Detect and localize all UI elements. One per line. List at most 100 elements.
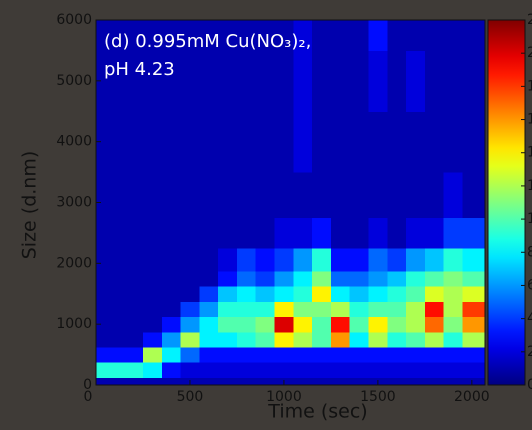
heatmap-cell [199, 248, 219, 272]
heatmap-cell [161, 111, 182, 173]
heatmap-cell [236, 111, 257, 173]
heatmap-cell [199, 217, 219, 249]
heatmap-cell [349, 270, 369, 287]
heatmap-cell [312, 377, 332, 386]
heatmap-cell [96, 172, 106, 219]
heatmap-cell [96, 377, 106, 386]
heatmap-cell [330, 50, 351, 112]
heatmap-cell [424, 331, 445, 348]
heatmap-cell [218, 217, 238, 249]
heatmap-cell [330, 111, 351, 173]
heatmap-cell [293, 172, 313, 219]
heatmap-cell [443, 316, 463, 333]
heatmap-cell [443, 217, 463, 249]
heatmap-cell [406, 301, 426, 318]
heatmap-cell [180, 286, 200, 302]
heatmap-cell [142, 362, 163, 378]
heatmap-cell [424, 377, 445, 386]
heatmap-cell [218, 331, 238, 348]
heatmap-cell [368, 286, 388, 302]
heatmap-cell [293, 248, 313, 272]
heatmap-cell [236, 50, 257, 112]
x-tick-label: 500 [177, 389, 204, 405]
heatmap-cell [236, 316, 257, 333]
heatmap-cell [274, 111, 294, 173]
heatmap-cell [255, 248, 276, 272]
heatmap-cell [96, 270, 106, 287]
heatmap-cell [462, 346, 486, 363]
heatmap-cell [406, 377, 426, 386]
heatmap-cell [142, 217, 163, 249]
heatmap-cell [349, 331, 369, 348]
heatmap-cell [406, 316, 426, 333]
heatmap-cell [124, 248, 144, 272]
heatmap-cell [349, 286, 369, 302]
heatmap-cell [255, 377, 276, 386]
heatmap-cell [368, 301, 388, 318]
heatmap-cell [96, 362, 106, 378]
heatmap-cell [96, 20, 106, 51]
heatmap-cell [406, 286, 426, 302]
heatmap-cell [312, 217, 332, 249]
heatmap-cell [406, 50, 426, 112]
heatmap-cell [387, 286, 407, 302]
heatmap-cell [161, 362, 182, 378]
heatmap-cell [462, 286, 486, 302]
heatmap-cell [312, 316, 332, 333]
heatmap-cell [236, 377, 257, 386]
heatmap-cell [443, 270, 463, 287]
heatmap-cell [218, 301, 238, 318]
heatmap-cell [255, 217, 276, 249]
heatmap-cell [312, 172, 332, 219]
heatmap-cell [124, 316, 144, 333]
heatmap-cell [312, 248, 332, 272]
heatmap-cell [293, 362, 313, 378]
heatmap-cell [274, 50, 294, 112]
heatmap-cell [236, 270, 257, 287]
heatmap-cell [236, 286, 257, 302]
y-tick-label: 1000 [56, 316, 92, 332]
heatmap-cell [199, 172, 219, 219]
heatmap-cell [218, 248, 238, 272]
heatmap-cell [312, 346, 332, 363]
heatmap-cell [424, 270, 445, 287]
heatmap-cell [330, 217, 351, 249]
colorbar-tick-label: 10 [527, 211, 532, 227]
heatmap-cell [142, 377, 163, 386]
heatmap-cell [424, 316, 445, 333]
heatmap-cell [161, 217, 182, 249]
heatmap-cell [142, 248, 163, 272]
heatmap-cell [180, 248, 200, 272]
heatmap-cell [199, 286, 219, 302]
heatmap-cell [199, 50, 219, 112]
heatmap-cell [312, 111, 332, 173]
heatmap-cell [236, 172, 257, 219]
heatmap-cell [161, 331, 182, 348]
heatmap-cell [105, 346, 125, 363]
heatmap-cell [349, 172, 369, 219]
heatmap-cell [105, 377, 125, 386]
heatmap-cell [443, 346, 463, 363]
heatmap-cell [424, 346, 445, 363]
y-tick-label: 0 [83, 377, 92, 393]
heatmap-cell [293, 217, 313, 249]
heatmap-cell [105, 172, 125, 219]
heatmap-cell [142, 111, 163, 173]
x-axis-label: Time (sec) [267, 401, 367, 423]
heatmap-cell [368, 362, 388, 378]
heatmap-cell [330, 286, 351, 302]
y-tick-label: 5000 [56, 73, 92, 89]
heatmap-cell [406, 270, 426, 287]
heatmap-cell [349, 217, 369, 249]
heatmap-cell [180, 331, 200, 348]
heatmap-cell [406, 248, 426, 272]
heatmap-cell [199, 362, 219, 378]
heatmap-cell [368, 50, 388, 112]
heatmap-cell [255, 20, 276, 51]
heatmap-cell [199, 346, 219, 363]
heatmap-cell [236, 217, 257, 249]
heatmap-cell [161, 248, 182, 272]
heatmap-cell [236, 362, 257, 378]
heatmap-cell [274, 331, 294, 348]
